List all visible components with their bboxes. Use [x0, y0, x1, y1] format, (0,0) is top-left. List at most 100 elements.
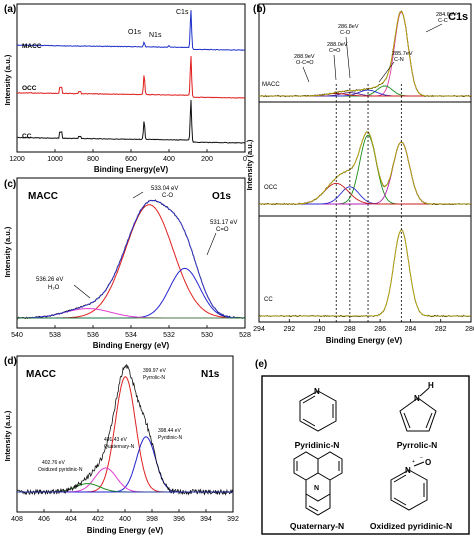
panel-c-y-axis-label: Intensity (a.u.) — [3, 226, 12, 277]
panel-a-o1s-label: O1s — [128, 29, 141, 36]
panel-b-y-axis-label: Intensity (a.u.) — [245, 139, 254, 190]
panel-e-frame — [261, 375, 470, 535]
panel-b-tick-label-4: 286 — [374, 326, 386, 333]
panel-b-annotation-0-energy: 288.9eV — [294, 54, 315, 60]
panel-a-occ-label: OCC — [22, 85, 37, 92]
panel-b-occ-raw — [258, 131, 472, 206]
pyrrolic-n-hydrogen: H — [428, 381, 434, 390]
panel-a-tick-label-0: 1200 — [9, 156, 25, 163]
panel-c-peak3-bond: H₂O — [48, 285, 60, 291]
panel-b-annotation-leader-0 — [302, 66, 310, 83]
panel-d-raw — [16, 363, 234, 496]
panel-d-peak2-energy: 398.44 eV — [158, 428, 181, 434]
panel-b-annotation-1-bond: C=O — [329, 48, 341, 54]
panel-c-tick-label-0: 540 — [11, 332, 23, 339]
quaternary-n-atom: N — [314, 485, 319, 492]
panel-d-tick-label-2: 404 — [65, 516, 77, 523]
panel-d: (d) 408 406 404 402 400 398 396 394 392 MACC N1s… — [3, 355, 239, 535]
panel-d-x-axis-label: Binding Energy (eV) — [87, 526, 164, 535]
panel-c-tick-label-4: 532 — [163, 332, 175, 339]
oxidized-pyridinic-n-atom: N — [405, 466, 411, 475]
panel-b-annotation-2-bond: C-O — [340, 30, 351, 36]
panel-a-label: (a) — [4, 4, 16, 15]
panel-b-tick-label-0: 294 — [253, 326, 265, 333]
panel-b-annotation-leader-2 — [345, 36, 351, 79]
panel-a-series-occ — [16, 55, 246, 99]
panel-c-component-2 — [17, 308, 245, 319]
panel-c-raw — [16, 199, 246, 320]
panel-c-title: O1s — [212, 191, 231, 202]
panel-c-tick-label-2: 536 — [87, 332, 99, 339]
panel-b-title: C1s — [448, 11, 468, 23]
panel-d-peak1-type: Pyrrolic-N — [143, 375, 165, 381]
panel-c-tick-label-6: 528 — [239, 332, 251, 339]
panel-a-cc-label: CC — [22, 133, 32, 140]
panel-d-tick-label-1: 406 — [38, 516, 50, 523]
panel-d-tick-label-0: 408 — [11, 516, 23, 523]
panel-c-peak1-energy: 533.04 eV — [151, 186, 178, 192]
panel-b-cc-label: CC — [264, 297, 273, 303]
panel-b: (b) 294292290288286284282280 C1s MACC OC… — [245, 3, 474, 345]
panel-b-macc-component-0 — [259, 11, 471, 97]
panel-a-macc-label: MACC — [22, 43, 42, 50]
panel-c-curves — [16, 199, 246, 320]
panel-b-occ-component-2 — [259, 186, 471, 205]
panel-a-tick-label-3: 600 — [125, 156, 137, 163]
panel-d-peak3-type: Quaternary-N — [104, 444, 135, 450]
panel-d-tick-label-8: 392 — [227, 516, 239, 523]
panel-b-annotation-4-energy: 284.6eV — [436, 12, 457, 18]
panel-e-label: (e) — [255, 359, 267, 370]
panel-b-macc-envelope — [259, 10, 471, 97]
panel-c-peak3-energy: 536.26 eV — [36, 277, 63, 283]
panel-b-tick-label-5: 284 — [405, 326, 417, 333]
panel-d-x-ticks: 408 406 404 402 400 398 396 394 392 — [11, 509, 239, 523]
panel-c-tick-label-1: 538 — [49, 332, 61, 339]
panel-a-frame — [16, 3, 246, 153]
panel-b-occ-label: OCC — [264, 185, 278, 191]
pyridinic-n-label: Pyridinic-N — [295, 440, 340, 450]
panel-b-annotation-leader-3 — [378, 61, 395, 83]
panel-d-tick-label-3: 402 — [92, 516, 104, 523]
panel-c-peak3-leader — [73, 284, 91, 299]
panel-c-peak1-bond: C-O — [162, 193, 173, 199]
panel-d-tick-label-7: 394 — [200, 516, 212, 523]
panel-d-peak4-type: Oxidized pyridinic-N — [38, 467, 83, 473]
panel-c-peak2-leader — [206, 232, 217, 256]
panel-a-tick-label-5: 200 — [201, 156, 213, 163]
panel-b-tick-label-7: 280 — [465, 326, 474, 333]
panel-d-tick-label-4: 400 — [119, 516, 131, 523]
quaternary-n-structure — [293, 451, 343, 516]
panel-b-annotation-3-energy: 285.7eV — [392, 51, 413, 57]
panel-b-macc-component-1 — [259, 85, 471, 97]
panel-b-x-ticks: 294 292 290 288 286 284 282 280 — [253, 319, 474, 333]
panel-b-annotation-4-bond: C-C — [438, 18, 448, 24]
panel-b-annotation-3-bond: C-N — [394, 57, 404, 63]
panel-b-annotation-1-energy: 288.0eV — [327, 42, 348, 48]
panel-d-curves — [16, 363, 234, 496]
panel-b-annotations: 288.9eVO-C=O288.0eVC=O286.8eVC-O285.7eVC… — [294, 12, 457, 83]
panel-c-peak2-energy: 531.17 eV — [210, 220, 237, 226]
panel-a-tick-label-6: 0 — [243, 156, 247, 163]
panel-b-mid-frame — [258, 101, 472, 217]
panel-c-x-ticks: 540 538 536 534 532 530 528 — [11, 325, 251, 339]
panel-c-tick-label-5: 530 — [201, 332, 213, 339]
panel-d-component-0 — [17, 376, 233, 493]
panel-c-component-1 — [17, 267, 245, 319]
panel-b-cc-envelope — [259, 229, 471, 317]
panel-d-sample-label: MACC — [26, 369, 56, 380]
panel-a-c1s-label: C1s — [176, 9, 189, 16]
panel-b-tick-label-6: 282 — [435, 326, 447, 333]
panel-d-tick-label-5: 398 — [146, 516, 158, 523]
oxidized-pyridinic-n-label: Oxidized pyridinic-N — [370, 521, 452, 531]
panel-a-tick-label-4: 400 — [163, 156, 175, 163]
panel-b-occ-component-0 — [259, 134, 471, 205]
panel-b-curves — [258, 10, 472, 318]
panel-a-series-cc — [16, 99, 245, 144]
panel-a-series-group — [16, 10, 246, 144]
panel-c-sample-label: MACC — [28, 191, 58, 202]
panel-b-annotation-leader-4 — [425, 23, 443, 33]
panel-b-occ-envelope — [259, 131, 471, 205]
panel-d-peak3-energy: 401.43 eV — [104, 437, 127, 443]
panel-a-x-axis-label: Binding Energy(eV) — [94, 165, 169, 174]
